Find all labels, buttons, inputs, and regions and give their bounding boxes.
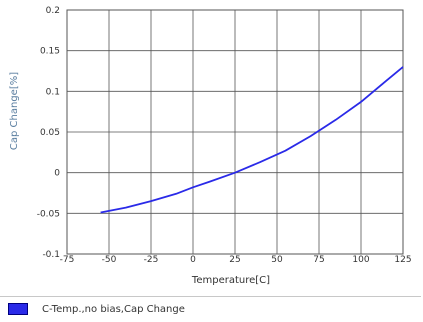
x-tick-label: 75 <box>313 255 324 265</box>
x-tick-label: -25 <box>144 255 159 265</box>
legend: C-Temp.,no bias,Cap Change <box>0 296 421 321</box>
x-axis-title: Temperature[C] <box>191 275 270 286</box>
x-tick-label: -75 <box>60 255 75 265</box>
y-tick-label: 0.1 <box>46 87 60 97</box>
legend-label: C-Temp.,no bias,Cap Change <box>42 303 185 315</box>
x-tick-label: 125 <box>394 255 411 265</box>
x-tick-label: 0 <box>190 255 196 265</box>
x-tick-label: 50 <box>271 255 283 265</box>
x-tick-label: 100 <box>352 255 369 265</box>
y-axis-title: Cap Change[%] <box>9 72 20 150</box>
x-tick-label: 25 <box>229 255 240 265</box>
series-layer <box>100 66 404 214</box>
x-tick-label: -50 <box>102 255 117 265</box>
y-tick-label: -0.05 <box>37 209 60 219</box>
plot-frame <box>66 9 404 255</box>
y-tick-label: 0 <box>54 169 60 179</box>
legend-swatch <box>8 303 28 315</box>
line-chart: -75 -50 -25 0 25 50 75 100 125 0.2 0.15 0.1 0.05 0 -0… <box>9 6 412 286</box>
x-tick-labels: -75 -50 -25 0 25 50 75 100 125 <box>60 255 412 265</box>
series-line <box>100 66 404 214</box>
y-tick-label: -0.1 <box>42 250 60 260</box>
y-tick-label: 0.15 <box>40 47 60 57</box>
y-tick-labels: 0.2 0.15 0.1 0.05 0 -0.05 -0.1 <box>37 6 61 260</box>
chart-area: -75 -50 -25 0 25 50 75 100 125 0.2 0.15 0.1 0.05 0 -0… <box>9 6 412 286</box>
y-tick-label: 0.2 <box>46 6 60 16</box>
y-tick-label: 0.05 <box>40 128 60 138</box>
